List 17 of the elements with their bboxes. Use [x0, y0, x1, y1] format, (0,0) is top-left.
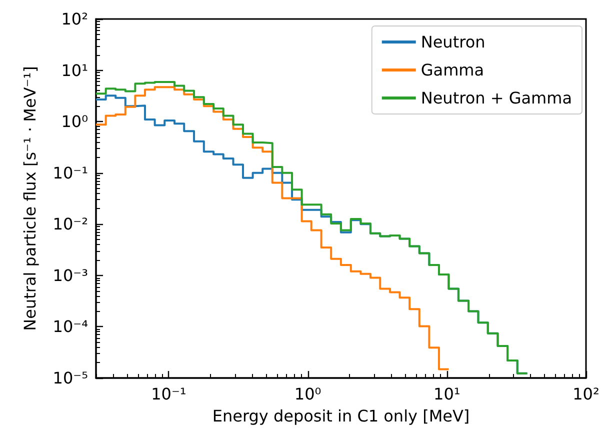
y-tick-label: 10⁻¹	[52, 163, 88, 182]
y-tick-label: 10⁰	[61, 112, 88, 132]
x-axis-title: Energy deposit in C1 only [MeV]	[212, 406, 470, 426]
y-tick-label: 10⁻⁵	[52, 368, 88, 388]
x-tick-label: 10⁰	[294, 384, 322, 404]
y-tick-label: 10⁻⁴	[52, 317, 88, 336]
x-tick-label: 10⁻¹	[151, 384, 186, 404]
legend-label: Neutron + Gamma	[420, 88, 572, 108]
y-axis-title: Neutral particle flux [s⁻¹ · MeV⁻¹]	[20, 66, 40, 331]
y-tick-label: 10²	[61, 10, 88, 28]
x-tick-label: 10¹	[434, 384, 460, 404]
x-tick-label: 10²	[572, 384, 600, 404]
legend-label: Gamma	[420, 60, 484, 80]
legend-label: Neutron	[420, 32, 486, 52]
y-tick-label: 10⁻²	[52, 214, 88, 234]
y-tick-label: 10¹	[61, 60, 88, 80]
y-tick-label: 10⁻³	[52, 266, 88, 285]
